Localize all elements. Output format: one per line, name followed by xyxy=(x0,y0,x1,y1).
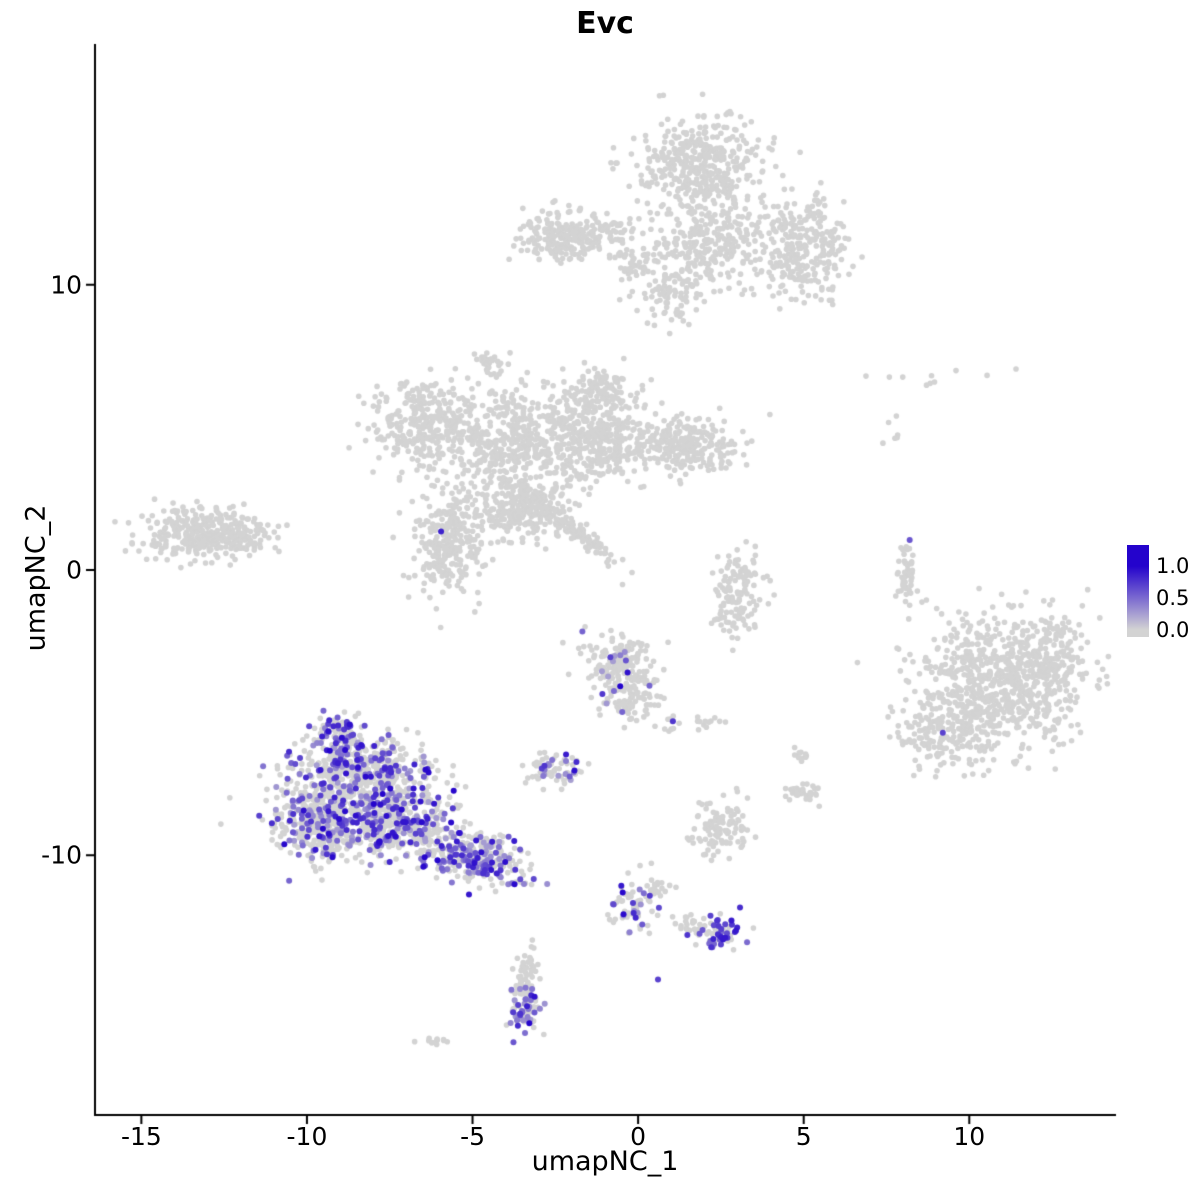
y-tick-label: 0 xyxy=(66,555,82,585)
y-tick-label: -10 xyxy=(41,840,82,870)
y-tick-label: 10 xyxy=(50,270,82,300)
x-tick-label: 5 xyxy=(795,1122,812,1151)
x-tick-label: 0 xyxy=(630,1122,647,1151)
x-tick-label: -15 xyxy=(120,1122,162,1151)
legend-tick-label: 0.0 xyxy=(1156,617,1190,642)
legend-gradient-bar xyxy=(1127,545,1149,637)
plot-title: Evc xyxy=(576,6,634,41)
legend-tick-label: 0.5 xyxy=(1156,586,1190,611)
legend-tick-label: 1.0 xyxy=(1156,554,1190,579)
x-tick-label: 10 xyxy=(953,1122,986,1151)
expression-legend: 1.0 0.5 0.0 xyxy=(1127,545,1200,642)
x-axis-label: umapNC_1 xyxy=(531,1146,679,1177)
x-tick-label: -5 xyxy=(460,1122,485,1151)
x-tick-label: -10 xyxy=(286,1122,328,1151)
